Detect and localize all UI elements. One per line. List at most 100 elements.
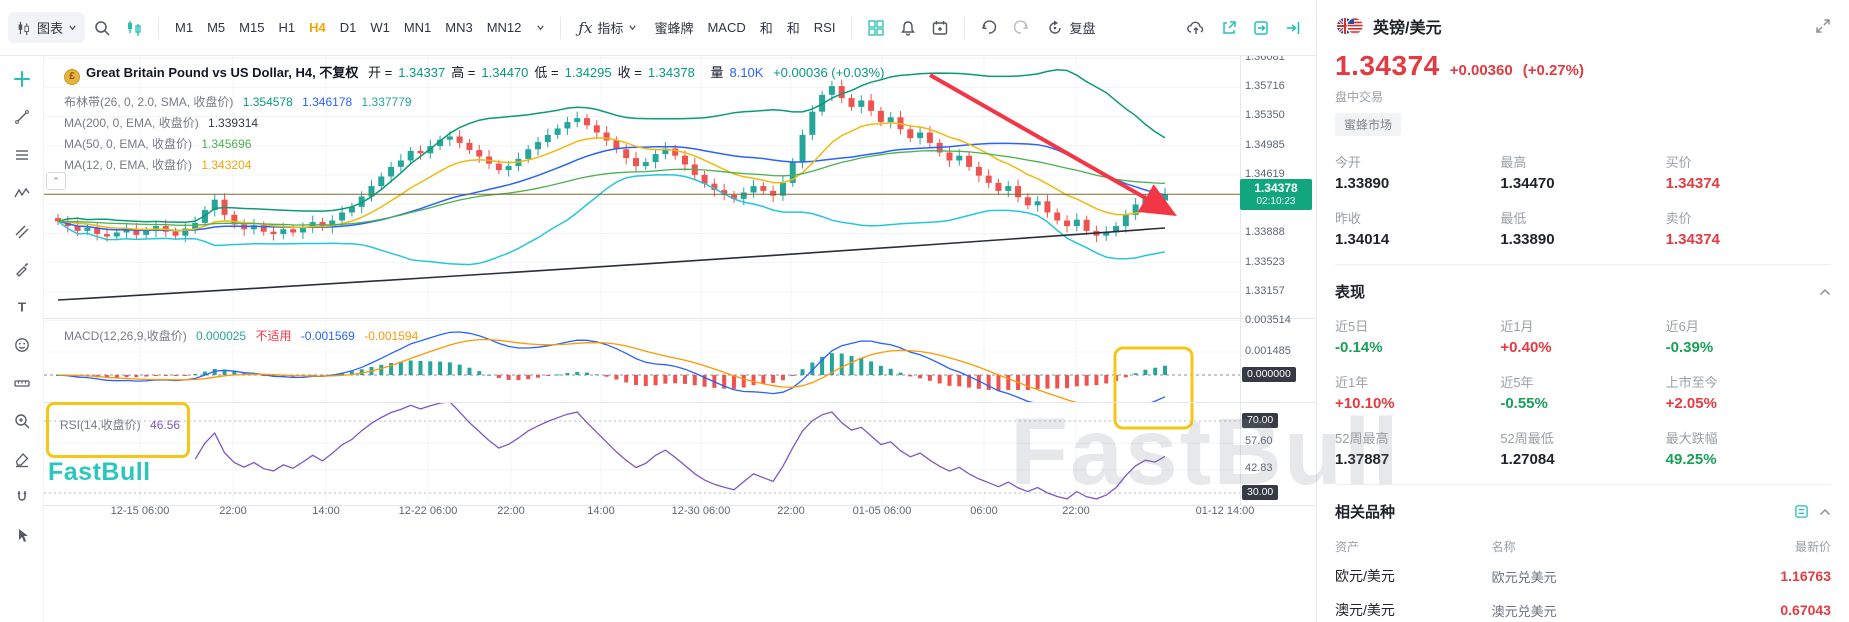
alert-button[interactable] — [893, 13, 923, 43]
search-button[interactable] — [87, 13, 117, 43]
ohlc-label: 开 = — [367, 65, 393, 80]
ma200-legend[interactable]: MA(200, 0, EMA, 收盘价) 1.339314 — [64, 114, 264, 131]
timeframe-mn3[interactable]: MN3 — [445, 20, 473, 35]
timeframe-more-button[interactable] — [530, 17, 551, 38]
magnet-tool[interactable] — [11, 486, 33, 508]
toolbar-divider — [851, 16, 853, 39]
related-price: 0.67043 — [1780, 602, 1831, 618]
cloud-save-button[interactable] — [1180, 13, 1212, 43]
watchlist-icon[interactable] — [1794, 504, 1809, 519]
expand-icon[interactable] — [1815, 18, 1831, 34]
stat-label: 近5日 — [1335, 319, 1369, 334]
related-row[interactable]: 欧元/美元 欧元兑美元 1.16763 — [1335, 559, 1831, 593]
timeframe-m15[interactable]: M15 — [239, 20, 265, 35]
crosshair-tool[interactable] — [11, 68, 33, 90]
redo-button[interactable] — [1006, 13, 1036, 43]
time-axis-tick: 14:00 — [312, 505, 340, 517]
channel-tool[interactable] — [11, 220, 33, 242]
text-tool[interactable]: T — [11, 296, 33, 318]
undo-button[interactable] — [974, 13, 1004, 43]
related-name: 欧元兑美元 — [1491, 569, 1557, 585]
eraser-tool[interactable] — [11, 448, 33, 470]
stat-value: -0.39% — [1665, 339, 1714, 356]
stat-value: 49.25% — [1665, 451, 1717, 468]
indicators-menu[interactable]: ƒx 指标 — [570, 12, 645, 43]
chart-canvas[interactable] — [44, 56, 1316, 622]
performance-stat: 近1月 +0.40% — [1500, 316, 1665, 356]
bell-icon — [901, 20, 916, 36]
price-axis-tick: 1.35350 — [1245, 109, 1285, 122]
timeframe-mn1[interactable]: MN1 — [403, 20, 432, 35]
ohlc-label: 高 = — [451, 65, 476, 80]
chevron-up-icon[interactable] — [1819, 508, 1831, 516]
boll-legend[interactable]: 布林带(26, 0, 2.0, SMA, 收盘价) 1.354578 1.346… — [64, 93, 418, 110]
toolbar-divider — [964, 16, 966, 39]
ma50-legend[interactable]: MA(50, 0, EMA, 收盘价) 1.345696 — [64, 135, 257, 152]
toolbar-divider — [158, 16, 160, 39]
boll-middle-value: 1.346178 — [302, 95, 353, 109]
price-axis-tick: 1.34619 — [1245, 167, 1285, 180]
timeframe-h4[interactable]: H4 — [309, 20, 326, 35]
horizontal-lines-tool[interactable] — [11, 144, 33, 166]
chevron-up-icon[interactable] — [1819, 288, 1831, 296]
ohlc-value: 1.34337 — [398, 65, 446, 80]
template-button-4[interactable]: RSI — [813, 20, 836, 35]
divider — [1335, 264, 1831, 265]
emoji-tool[interactable] — [11, 334, 33, 356]
current-price-badge: 1.34378 02:10:23 — [1240, 179, 1312, 210]
brush-tool[interactable] — [11, 258, 33, 280]
rsi-label: RSI(14,收盘价) — [60, 418, 141, 432]
template-button-2[interactable]: 和 — [759, 21, 773, 36]
stat-label: 52周最低 — [1500, 431, 1554, 446]
collapse-panel-button[interactable] — [1278, 13, 1308, 43]
compare-button[interactable] — [119, 13, 149, 43]
stat-label: 最大跌幅 — [1665, 431, 1718, 446]
top-toolbar: 图表 M1 M5 M15 H1 H4 D1 W1 MN1 MN3 MN12 ƒx 指标 蜜蜂牌 MA… — [0, 0, 1316, 56]
macd-axis-tick: 0.003514 — [1245, 313, 1291, 326]
template-button-3[interactable]: 和 — [786, 21, 800, 36]
macd-legend[interactable]: MACD(12,26,9,收盘价) 0.000025 不适用 -0.001569… — [64, 327, 424, 344]
rsi-legend[interactable]: RSI(14,收盘价) 46.56 — [60, 416, 186, 433]
macd-zero-badge: 0.000000 — [1242, 367, 1296, 382]
stat-label: 昨收 — [1335, 211, 1362, 226]
stat-label: 近6月 — [1665, 319, 1699, 334]
ma50-value: 1.345696 — [201, 137, 252, 151]
related-row[interactable]: 澳元/美元 澳元兑美元 0.67043 — [1335, 593, 1831, 622]
macd-value-2: 不适用 — [255, 329, 292, 343]
pane-expand-button[interactable]: ⌃ — [46, 172, 66, 190]
template-button-0[interactable]: 蜜蜂牌 — [654, 21, 694, 36]
performance-header[interactable]: 表现 — [1335, 281, 1831, 302]
timeframe-d1[interactable]: D1 — [339, 20, 357, 35]
layout-grid-button[interactable] — [861, 13, 891, 43]
timeframe-m5[interactable]: M5 — [207, 20, 226, 35]
rsi-axis-tick: 70.00 — [1242, 413, 1279, 428]
replay-icon — [1049, 20, 1062, 34]
chart-legend-title: £ Great Britain Pound vs US Dollar, H4, 不… — [64, 62, 890, 85]
stat-label: 近5年 — [1500, 375, 1534, 390]
wave-pattern-tool[interactable] — [11, 182, 33, 204]
timeframe-m1[interactable]: M1 — [175, 20, 194, 35]
timeframe-mn12[interactable]: MN12 — [486, 20, 522, 35]
ma12-legend[interactable]: MA(12, 0, EMA, 收盘价) 1.343204 — [64, 156, 257, 173]
replay-button[interactable]: 复盘 — [1038, 12, 1103, 43]
zoom-in-tool[interactable] — [11, 410, 33, 432]
economic-calendar-button[interactable] — [925, 13, 955, 43]
trend-line-tool[interactable] — [11, 106, 33, 128]
cursor-tool[interactable] — [11, 524, 33, 546]
stat-value: 1.34374 — [1665, 231, 1720, 248]
timeframe-h1[interactable]: H1 — [278, 20, 296, 35]
related-header[interactable]: 相关品种 — [1335, 501, 1831, 522]
export-button[interactable] — [1246, 13, 1276, 43]
related-asset: 澳元/美元 — [1335, 602, 1395, 618]
template-button-1[interactable]: MACD — [707, 20, 746, 35]
share-button[interactable] — [1214, 13, 1244, 43]
stat-label: 最高 — [1500, 155, 1527, 170]
measure-tool[interactable] — [11, 372, 33, 394]
fastbull-logo: FastBull — [48, 458, 151, 486]
timeframe-w1[interactable]: W1 — [370, 20, 390, 35]
rsi-pane — [44, 403, 1240, 500]
stat-value: 1.34374 — [1665, 175, 1720, 192]
time-axis-tick: 12-22 06:00 — [398, 505, 458, 517]
chart-type-menu[interactable]: 图表 — [8, 12, 86, 43]
